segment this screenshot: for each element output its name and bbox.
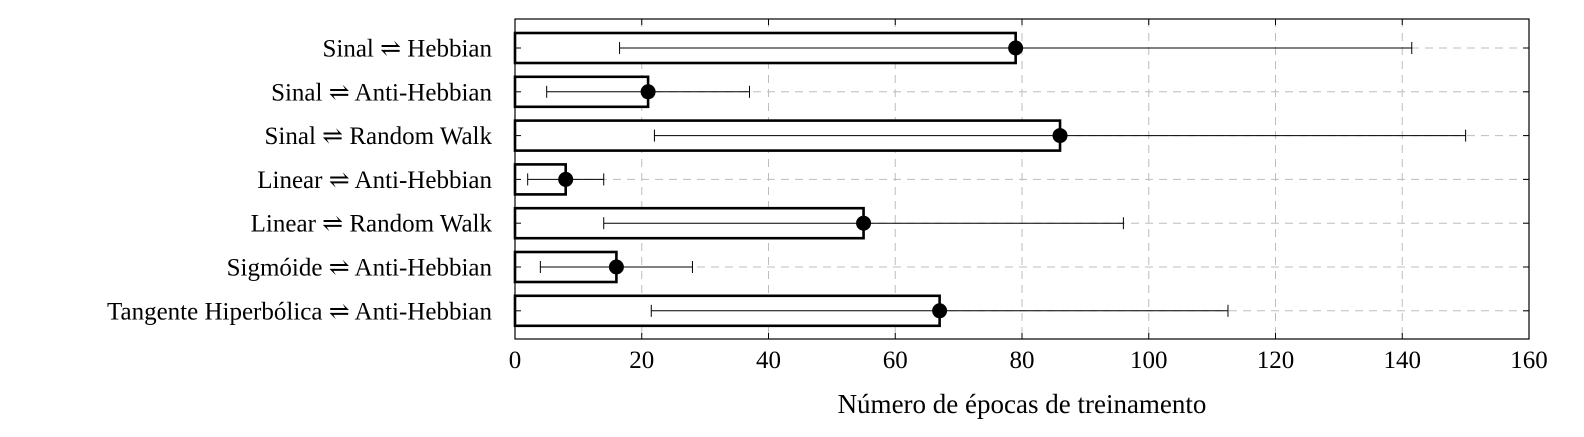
ticks-layer bbox=[514, 19, 1530, 339]
x-tick-label: 100 bbox=[1130, 347, 1168, 374]
grid-layer bbox=[515, 19, 1529, 339]
data-point bbox=[558, 171, 574, 187]
x-tick-label: 80 bbox=[1010, 347, 1035, 374]
category-label: Linear ⇌ Random Walk bbox=[251, 211, 493, 238]
data-point bbox=[1052, 128, 1068, 144]
x-tick-label: 20 bbox=[629, 347, 654, 374]
category-label: Sinal ⇌ Random Walk bbox=[265, 123, 493, 150]
x-tick-label: 160 bbox=[1510, 347, 1548, 374]
category-label: Tangente Hiperbólica ⇌ Anti-Hebbian bbox=[107, 298, 493, 325]
data-point bbox=[640, 84, 656, 100]
category-label: Linear ⇌ Anti-Hebbian bbox=[257, 167, 492, 194]
markers-layer bbox=[558, 40, 1068, 319]
x-tick-label: 60 bbox=[883, 347, 908, 374]
category-label: Sinal ⇌ Anti-Hebbian bbox=[271, 79, 492, 106]
data-point bbox=[608, 259, 624, 275]
data-point bbox=[932, 303, 948, 319]
x-tick-label: 120 bbox=[1257, 347, 1295, 374]
x-tick-label: 40 bbox=[756, 347, 781, 374]
x-tick-label: 0 bbox=[509, 347, 522, 374]
data-point bbox=[856, 215, 872, 231]
category-label: Sinal ⇌ Hebbian bbox=[322, 36, 492, 63]
labels-layer: 0 20 40 60 80 100 120 140 160 Sinal ⇌ Hebbian Sina… bbox=[107, 36, 1548, 375]
data-point bbox=[1008, 40, 1024, 56]
x-tick-label: 140 bbox=[1384, 347, 1422, 374]
category-label: Sigmóide ⇌ Anti-Hebbian bbox=[227, 255, 493, 282]
x-axis-label: Número de épocas de treinamento bbox=[838, 389, 1207, 419]
